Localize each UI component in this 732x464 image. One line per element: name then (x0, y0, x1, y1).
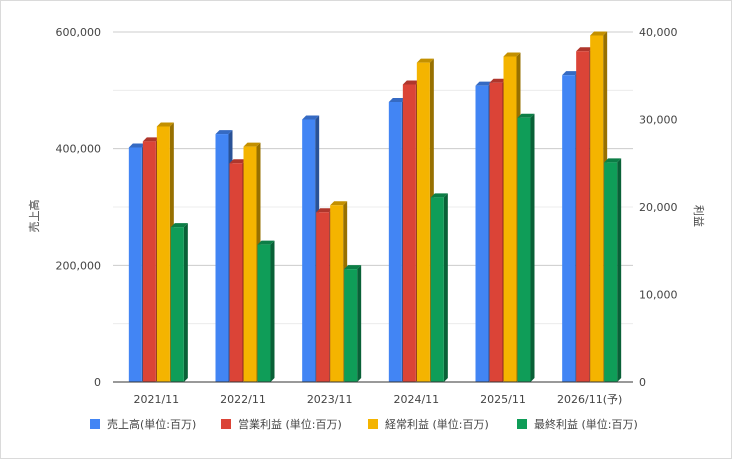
bar-top (243, 142, 261, 147)
bar-top (156, 122, 174, 127)
bar (416, 62, 430, 382)
bar (489, 82, 503, 382)
bar (503, 56, 517, 382)
legend-label: 最終利益 (単位:百万) (534, 417, 638, 431)
left-tick-label: 200,000 (56, 259, 102, 272)
bar-top (430, 193, 448, 198)
right-tick-label: 10,000 (639, 289, 678, 302)
bar (517, 117, 531, 382)
bar-top (503, 52, 521, 57)
bar (576, 51, 590, 382)
bar (388, 102, 402, 382)
category-label: 2024/11 (393, 393, 439, 406)
bar-side (617, 158, 622, 382)
bar (128, 147, 142, 382)
left-tick-label: 400,000 (56, 143, 102, 156)
legend-swatch (368, 419, 378, 429)
bar-side (270, 240, 275, 382)
bar (316, 212, 330, 382)
category-label: 2021/11 (133, 393, 179, 406)
bar-top (590, 31, 608, 36)
bar (475, 85, 489, 383)
bar-top (562, 71, 580, 76)
bar-top (316, 208, 334, 213)
right-tick-label: 20,000 (639, 201, 678, 214)
bar (229, 163, 243, 382)
bar-top (576, 47, 594, 52)
right-tick-label: 30,000 (639, 114, 678, 127)
left-tick-label: 600,000 (56, 26, 102, 39)
bar-top (489, 78, 507, 83)
legend-label: 経常利益 (単位:百万) (385, 417, 489, 431)
bar (257, 244, 271, 382)
category-label: 2023/11 (307, 393, 353, 406)
left-axis-title: 売上高 (27, 200, 41, 233)
legend-label: 売上高(単位:百万) (107, 417, 196, 431)
legend-label: 営業利益 (単位:百万) (238, 417, 342, 431)
bar (142, 141, 156, 382)
category-label: 2025/11 (480, 393, 526, 406)
bar-side (443, 193, 448, 382)
bar (562, 75, 576, 383)
bar (243, 146, 257, 382)
category-label: 2026/11(予) (557, 393, 622, 406)
legend-swatch (221, 419, 231, 429)
bar (590, 35, 604, 382)
bar-top (128, 143, 146, 148)
legend: 売上高(単位:百万) 営業利益 (単位:百万) 経常利益 (単位:百万) 最終利益 (… (90, 417, 638, 431)
bar-side (357, 265, 362, 382)
left-tick-label: 0 (94, 376, 101, 389)
bar-top (215, 130, 233, 135)
bar-top (604, 158, 622, 163)
bar (302, 119, 316, 382)
bar-side (530, 113, 535, 382)
bar-top (344, 265, 362, 270)
bar-top (517, 113, 535, 118)
bars (128, 31, 622, 383)
bar-side (183, 223, 188, 382)
legend-swatch (90, 419, 100, 429)
gridlines (113, 31, 633, 383)
bar-top (475, 81, 493, 86)
bar-top (302, 115, 320, 120)
bar-top (388, 98, 406, 102)
right-tick-label: 0 (639, 376, 646, 389)
bar-top (229, 159, 247, 164)
bar (344, 269, 358, 382)
bar-top (416, 58, 434, 63)
right-tick-label: 40,000 (639, 26, 678, 39)
bar-top (330, 201, 348, 206)
right-axis-title: 利益 (692, 205, 706, 227)
bar (430, 197, 444, 382)
legend-swatch (517, 419, 527, 429)
axes: 0 200,000 400,000 600,000 0 10,000 20,000 30,00… (27, 26, 706, 406)
bar-top (170, 223, 188, 228)
category-label: 2022/11 (220, 393, 266, 406)
bar (156, 126, 170, 382)
bar (604, 162, 618, 382)
bar-top (142, 137, 160, 142)
bar (170, 227, 184, 382)
bar (330, 205, 344, 382)
bar (402, 84, 416, 382)
bar-top (402, 80, 420, 85)
bar (215, 134, 229, 382)
bar-top (257, 240, 275, 245)
